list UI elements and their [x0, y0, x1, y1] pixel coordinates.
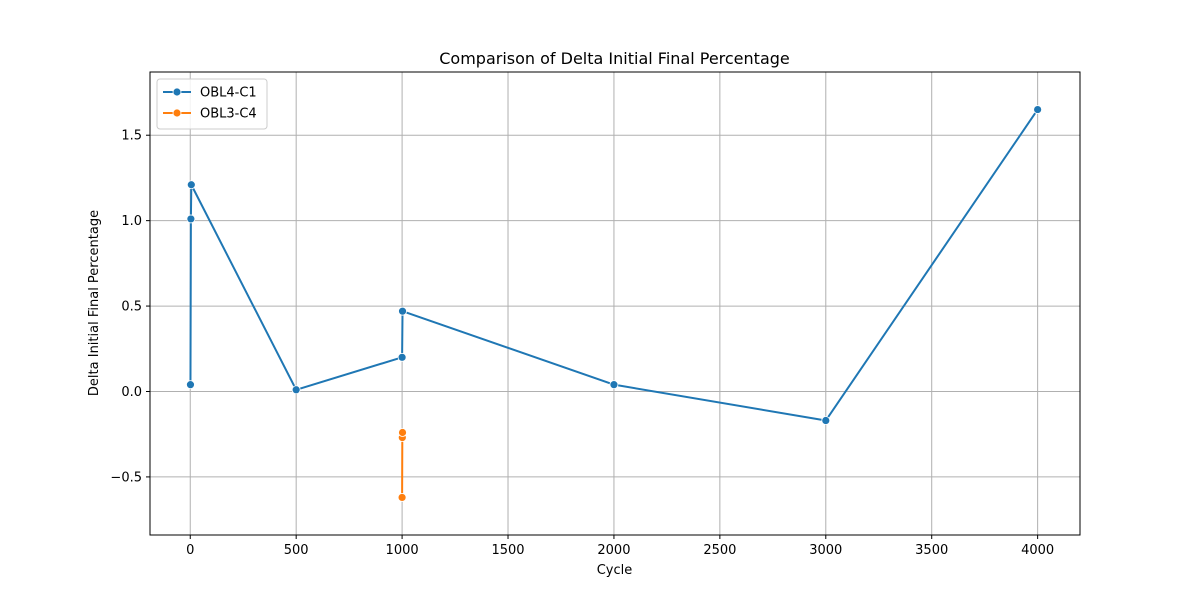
series-obl4-c1: [186, 105, 1043, 425]
x-tick-label: 1500: [491, 543, 524, 558]
legend: OBL4-C1 OBL3-C4: [156, 78, 268, 130]
data-point: [397, 352, 407, 362]
y-tick-label: −0.5: [110, 470, 142, 485]
data-point: [186, 214, 196, 224]
data-point: [1033, 105, 1043, 114]
x-tick-label: 500: [284, 543, 309, 558]
data-point: [397, 493, 407, 502]
data-point: [609, 380, 619, 390]
x-tick-label: 2000: [597, 543, 630, 558]
data-point: [186, 380, 195, 390]
y-axis-label: Delta Initial Final Percentage: [87, 210, 102, 396]
y-axis-ticks: −0.5 0.0 0.5 1.0 1.5: [110, 129, 150, 485]
x-tick-label: 4000: [1021, 543, 1054, 558]
x-tick-label: 0: [186, 543, 194, 558]
data-point: [398, 428, 407, 437]
grid: [150, 72, 1080, 535]
x-axis-label: Cycle: [597, 563, 633, 578]
legend-item: OBL3-C4: [163, 107, 257, 122]
legend-label: OBL4-C1: [200, 86, 257, 101]
legend-item: OBL4-C1: [163, 86, 257, 101]
data-point: [186, 180, 196, 190]
x-tick-label: 1000: [386, 543, 419, 558]
x-tick-label: 2500: [703, 543, 736, 558]
data-point: [821, 416, 831, 425]
legend-marker: [172, 87, 182, 97]
y-tick-label: 0.5: [121, 300, 142, 315]
x-tick-label: 3000: [809, 543, 842, 558]
legend-label: OBL3-C4: [200, 107, 257, 122]
data-point: [398, 306, 407, 316]
y-tick-label: 1.5: [121, 129, 142, 144]
plot-frame: [149, 71, 1081, 536]
series-layer: [186, 105, 1043, 502]
y-tick-label: 1.0: [121, 214, 142, 229]
chart-title: Comparison of Delta Initial Final Percen…: [439, 49, 790, 68]
legend-marker: [172, 108, 182, 118]
x-axis-ticks: 0 500 1000 1500 2000 2500 3000 3500 4000: [186, 535, 1054, 558]
data-point: [291, 385, 301, 395]
series-obl3-c4: [397, 428, 407, 502]
x-tick-label: 3500: [915, 543, 948, 558]
y-tick-label: 0.0: [121, 385, 142, 400]
